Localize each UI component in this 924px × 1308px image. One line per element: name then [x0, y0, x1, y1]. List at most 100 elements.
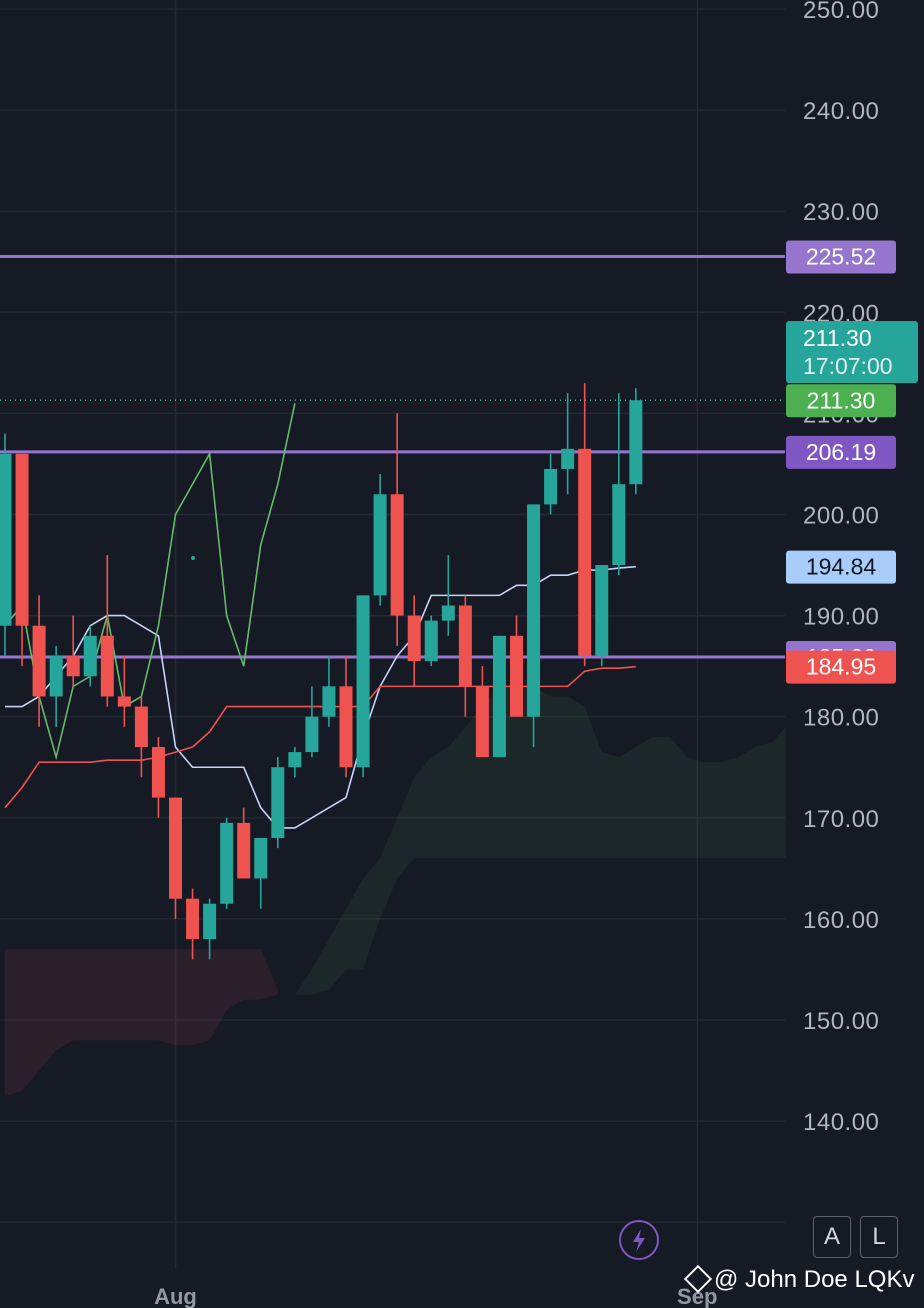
candle[interactable] [510, 615, 523, 717]
candle[interactable] [203, 898, 217, 960]
candle-body [66, 656, 80, 677]
y-tick-label: 230.00 [803, 199, 879, 226]
candle-body [83, 635, 97, 677]
candle[interactable] [578, 383, 592, 667]
candle[interactable] [186, 888, 200, 960]
candle[interactable] [220, 817, 234, 909]
x-tick-label: Aug [154, 1284, 197, 1308]
candle-body [271, 767, 285, 839]
log-scale-button[interactable]: L [860, 1216, 898, 1258]
dot-marker [191, 556, 195, 560]
ichimoku-cloud [5, 686, 786, 1096]
candle-body [100, 635, 114, 697]
candle-body [254, 838, 268, 879]
candle[interactable] [475, 666, 489, 758]
candle-body [288, 752, 302, 768]
candle[interactable] [527, 504, 541, 748]
candle[interactable] [100, 554, 114, 707]
lightning-icon[interactable] [619, 1220, 659, 1260]
y-tick-label: 190.00 [803, 604, 879, 631]
candle[interactable] [288, 747, 302, 778]
horizontal-lines[interactable] [0, 254, 785, 659]
price-tag-label: 211.30 [807, 387, 876, 413]
price-tag: 225.52 [786, 240, 896, 274]
price-tag-label: 206.19 [806, 439, 876, 465]
watermark-text: @ John Doe LQKv [714, 1266, 915, 1293]
candle[interactable] [373, 474, 387, 606]
candle[interactable] [390, 413, 404, 646]
candle-body [49, 656, 63, 697]
candle-body [169, 797, 182, 899]
candle-body [458, 605, 472, 687]
candle-body [32, 625, 46, 697]
watermark: @ John Doe LQKv [683, 1264, 915, 1294]
candle[interactable] [492, 635, 506, 758]
candle-body [186, 898, 200, 940]
candle[interactable] [254, 838, 268, 909]
candle[interactable] [305, 686, 319, 758]
candle[interactable] [458, 595, 472, 717]
candle-body [527, 504, 541, 717]
candle[interactable] [15, 453, 29, 667]
candle[interactable] [0, 433, 12, 657]
y-tick-label: 150.00 [803, 1008, 879, 1035]
candle[interactable] [407, 595, 421, 687]
candle[interactable] [151, 736, 165, 818]
candle[interactable] [561, 393, 575, 495]
candle[interactable] [339, 656, 353, 778]
candle-body [356, 595, 370, 768]
candle[interactable] [83, 625, 97, 687]
candle[interactable] [322, 656, 336, 727]
candle-body [629, 400, 643, 485]
candle-body [424, 620, 438, 662]
candle-body [339, 686, 353, 768]
candle[interactable] [32, 595, 46, 727]
price-tag-bg [786, 435, 896, 469]
candle-body [407, 615, 421, 662]
candle[interactable] [169, 797, 182, 919]
candle[interactable] [544, 453, 558, 515]
candle-body [544, 469, 558, 505]
candle[interactable] [441, 554, 455, 636]
exchange-logo-icon [683, 1264, 713, 1294]
candle-body [151, 747, 165, 798]
price-tag-bg [786, 650, 896, 684]
y-tick-label: 170.00 [803, 806, 879, 833]
candle-body [578, 448, 592, 657]
countdown-tag-bg [786, 321, 918, 383]
price-tag-label: 225.52 [806, 243, 876, 269]
candle[interactable] [424, 615, 438, 667]
auto-scale-button[interactable]: A [813, 1216, 851, 1258]
candle[interactable] [356, 595, 370, 778]
candle-body [612, 484, 626, 566]
candle[interactable] [117, 656, 131, 727]
candle-body [117, 696, 131, 707]
candle[interactable] [595, 565, 609, 667]
candle-body [0, 453, 12, 626]
price-tag: 184.95 [786, 650, 896, 684]
candle[interactable] [237, 807, 251, 879]
candle[interactable] [612, 393, 626, 576]
candle-body [203, 903, 217, 940]
candle-body [561, 448, 575, 470]
x-tick-label: Sep [677, 1284, 717, 1308]
price-tag: 211.30 [786, 384, 896, 418]
candle[interactable] [629, 388, 643, 495]
time-axis[interactable]: Aug Sep [154, 1284, 717, 1308]
candle[interactable] [66, 615, 80, 687]
candle-body [390, 494, 404, 616]
candle-body [441, 605, 455, 621]
countdown-price: 211.30 [803, 325, 872, 351]
candlesticks[interactable] [0, 383, 643, 960]
candle[interactable] [134, 696, 148, 778]
candle-body [475, 686, 489, 758]
candle[interactable] [49, 645, 63, 727]
candle-body [595, 565, 609, 657]
price-tag-bg [786, 550, 896, 584]
candle[interactable] [271, 757, 285, 849]
y-tick-label: 180.00 [803, 705, 879, 732]
candle-body [492, 635, 506, 758]
countdown-time: 17:07:00 [803, 353, 893, 379]
